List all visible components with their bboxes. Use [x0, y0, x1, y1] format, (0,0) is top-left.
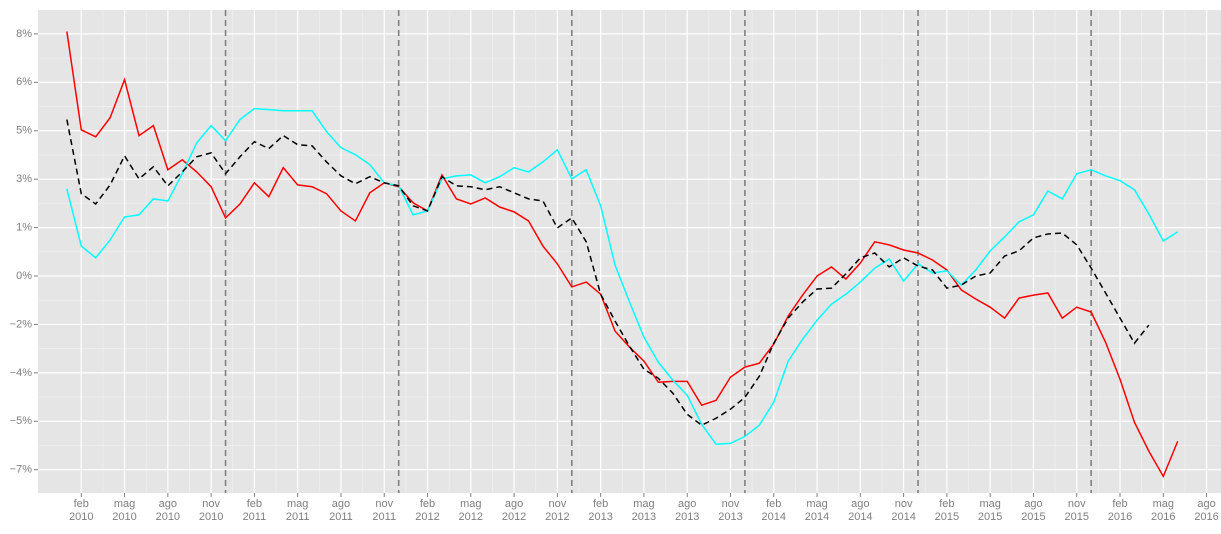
x-tick-label: nov 2012 — [545, 498, 570, 523]
x-tick-label: feb 2010 — [69, 498, 94, 523]
y-tick-label: −4% — [10, 367, 33, 379]
x-tick-label: nov 2010 — [198, 498, 224, 523]
panel — [38, 10, 1221, 493]
x-tick-label: mag 2010 — [112, 498, 137, 523]
x-tick-label: mag 2015 — [977, 498, 1003, 523]
x-tick-label: nov 2014 — [891, 498, 916, 523]
x-tick-label: feb 2011 — [242, 498, 267, 523]
y-tick-label: −2% — [10, 318, 33, 330]
x-tick-label: feb 2014 — [761, 498, 786, 523]
x-tick-label: ago 2014 — [848, 498, 873, 523]
x-tick-label: ago 2010 — [155, 498, 181, 523]
x-tick-label: feb 2016 — [1107, 498, 1133, 523]
y-tick-label: 5% — [16, 125, 32, 137]
x-tick-label: ago 2016 — [1194, 498, 1219, 523]
series-line — [66, 31, 1179, 479]
x-tick-label: mag 2013 — [631, 498, 657, 523]
series-line — [66, 107, 1179, 446]
y-tick-label: 0% — [16, 270, 32, 282]
x-tick-label: feb 2012 — [415, 498, 440, 523]
x-tick-label: nov 2015 — [1064, 498, 1089, 523]
x-tick-label: ago 2015 — [1021, 498, 1046, 523]
y-tick-label: 6% — [16, 76, 32, 88]
y-tick-label: 8% — [16, 28, 32, 40]
x-tick-label: mag 2011 — [285, 498, 310, 523]
x-tick-label: feb 2013 — [588, 498, 613, 523]
x-tick-label: nov 2013 — [718, 498, 743, 523]
y-tick-label: 3% — [16, 173, 32, 185]
series-line — [66, 119, 1150, 427]
x-tick-label: mag 2012 — [458, 498, 484, 523]
y-tick-label: 1% — [16, 221, 32, 233]
x-tick-label: mag 2014 — [804, 498, 830, 523]
y-tick-label: −7% — [10, 464, 33, 476]
x-tick-label: ago 2012 — [501, 498, 527, 523]
x-tick-label: ago 2013 — [674, 498, 700, 523]
x-tick-label: feb 2015 — [934, 498, 960, 523]
x-tick-label: nov 2011 — [372, 498, 397, 523]
x-tick-label: mag 2016 — [1151, 498, 1176, 523]
y-tick-label: −5% — [10, 415, 33, 427]
x-tick-label: ago 2011 — [329, 498, 353, 523]
